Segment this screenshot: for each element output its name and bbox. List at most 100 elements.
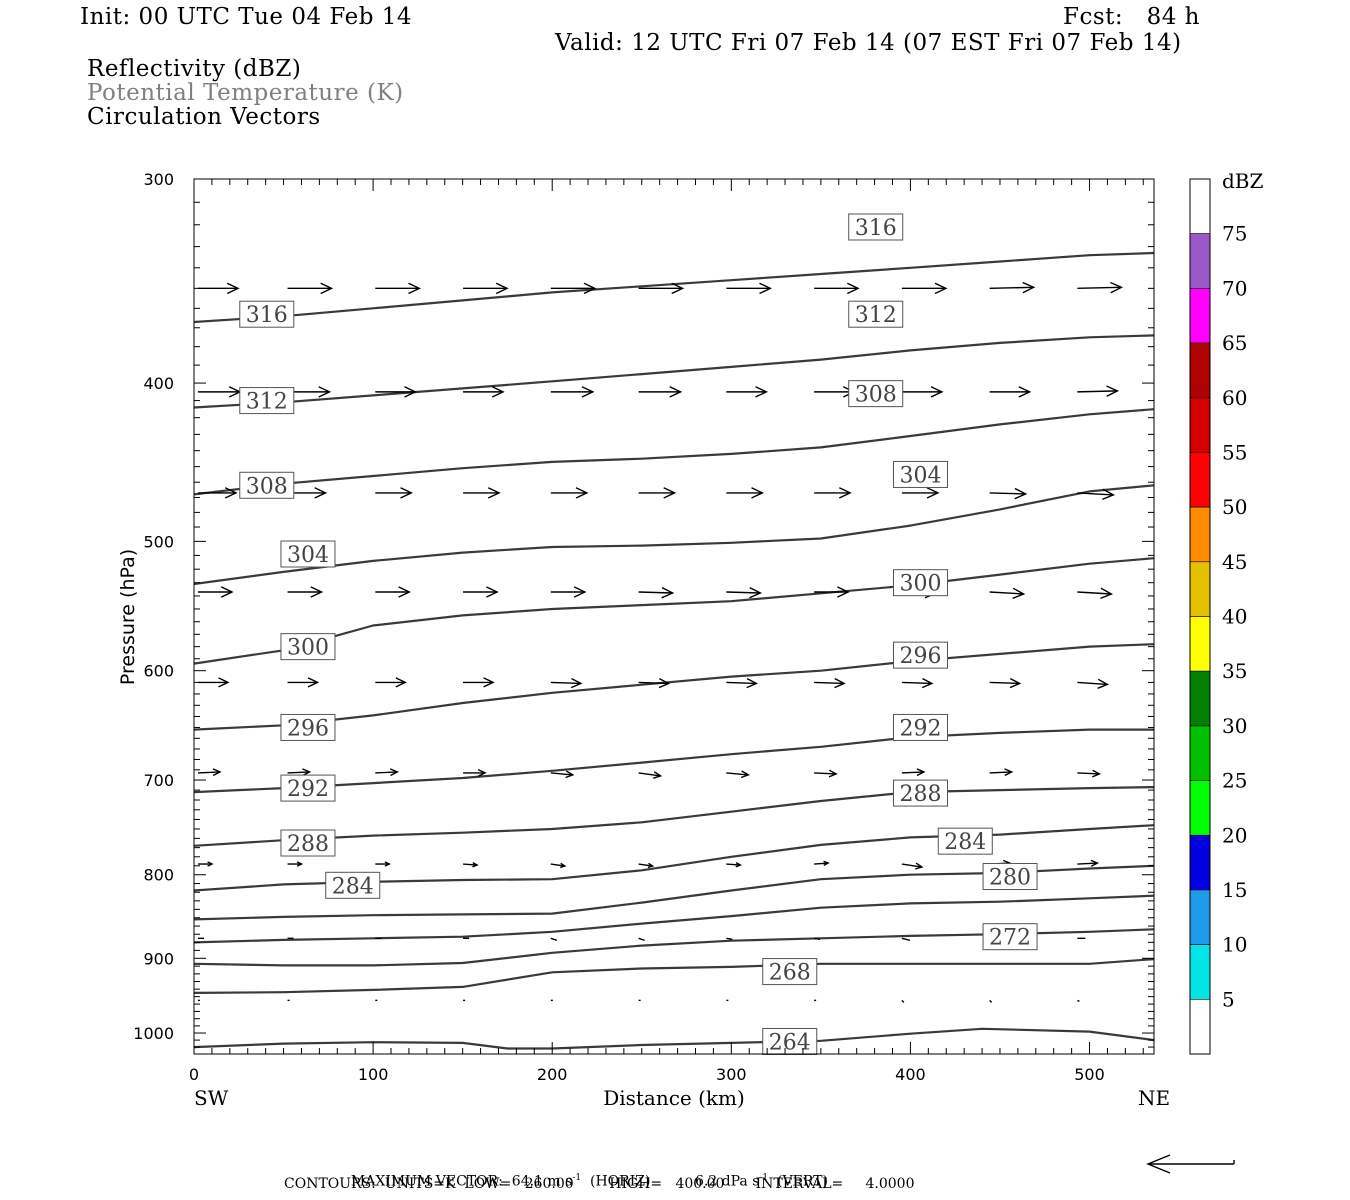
contour-label-text: 264 xyxy=(769,1030,811,1055)
contour-label: 312 xyxy=(239,387,295,415)
y-tick-label: 400 xyxy=(143,374,174,393)
contour-label-text: 300 xyxy=(287,636,329,661)
colorbar-swatch xyxy=(1189,670,1211,727)
vector-arrow xyxy=(287,586,324,598)
contour-label: 284 xyxy=(325,871,381,899)
vector-arrow xyxy=(375,586,411,598)
vector-arrow xyxy=(463,677,495,688)
x-tick-label: 400 xyxy=(895,1065,926,1084)
vector-arrow xyxy=(375,487,413,499)
contour-label-text: 308 xyxy=(246,474,288,499)
field-potential-temperature: Potential Temperature (K) xyxy=(87,80,404,106)
colorbar-swatch xyxy=(1189,834,1211,891)
colorbar-swatch xyxy=(1189,780,1211,836)
colorbar: 5 10 15 20 25 30 35 40 45 50 55 60 65 70 75 xyxy=(1189,178,1247,1055)
x-left-label-sw: SW xyxy=(194,1086,229,1110)
contour-label-box xyxy=(762,1027,818,1055)
contours-info: CONTOURS: UNITS=K LOW= 260.00 HIGH= 400.… xyxy=(284,1176,915,1192)
vector-arrow xyxy=(989,487,1028,500)
colorbar-swatch xyxy=(1189,178,1211,234)
colorbar-label: 20 xyxy=(1222,823,1247,847)
max-vector-horiz-tag: (HORIZ) xyxy=(581,1173,651,1190)
x-tick-label: 100 xyxy=(358,1065,389,1084)
vector-arrow xyxy=(814,282,860,295)
contour-label-text: 268 xyxy=(769,961,811,986)
contour-theta-268 xyxy=(194,958,1154,994)
colorbar-label: 30 xyxy=(1222,714,1247,738)
colorbar-swatch xyxy=(1189,944,1211,1000)
colorbar-swatch xyxy=(1189,233,1211,289)
vector-arrow xyxy=(638,487,677,499)
contour-label-text: 304 xyxy=(287,543,329,568)
contour-label: 284 xyxy=(937,827,993,855)
vector-arrow xyxy=(1077,769,1102,778)
vector-arrow xyxy=(287,861,304,867)
colorbar-label: 70 xyxy=(1222,276,1247,300)
vector-arrow xyxy=(726,282,772,295)
contour-label-box xyxy=(893,569,949,597)
vector-arrow xyxy=(463,586,499,598)
vector-arrow xyxy=(287,677,320,688)
contour-label-text: 296 xyxy=(287,716,329,741)
vector-arrow xyxy=(287,768,312,777)
contour-label-box xyxy=(982,863,1038,891)
x-tick-label: 300 xyxy=(716,1065,747,1084)
contour-label-text: 292 xyxy=(900,716,942,741)
contour-labels: 316 316 312 312 308 308 304 304 300 300 296 296 292 2… xyxy=(239,213,1038,1055)
colorbar-label: 25 xyxy=(1222,769,1247,793)
colorbar-swatch xyxy=(1189,561,1211,617)
contour-label-text: 284 xyxy=(944,830,986,855)
vector-arrow xyxy=(1077,678,1110,689)
colorbar-label: 75 xyxy=(1222,222,1247,246)
contour-label: 268 xyxy=(762,958,818,986)
x-right-label-ne: NE xyxy=(1138,1086,1170,1110)
vector-arrow xyxy=(989,768,1014,777)
contour-label-box xyxy=(325,871,381,899)
init-time: Init: 00 UTC Tue 04 Feb 14 xyxy=(80,4,413,30)
vector-arrow xyxy=(901,937,911,941)
vector-arrow xyxy=(638,771,663,779)
contour-label-text: 296 xyxy=(900,644,942,669)
colorbar-swatch xyxy=(1189,397,1211,453)
contour-label-box xyxy=(280,829,336,857)
contour-theta-308 xyxy=(194,408,1154,496)
vector-arrow xyxy=(726,487,765,499)
contour-label-box xyxy=(848,300,904,328)
vector-arrow xyxy=(1077,999,1080,1002)
colorbar-label: 65 xyxy=(1222,331,1247,355)
contour-label: 300 xyxy=(893,569,949,597)
colorbar-label: 35 xyxy=(1222,659,1247,683)
vector-arrow xyxy=(989,386,1032,398)
contour-theta-292 xyxy=(194,728,1154,794)
vector-arrow xyxy=(1077,281,1124,294)
contour-label: 296 xyxy=(280,713,336,741)
contour-label: 272 xyxy=(982,923,1038,951)
vector-arrow xyxy=(814,386,856,398)
vector-arrow xyxy=(901,487,940,499)
contour-label-box xyxy=(280,633,336,661)
vector-arrow xyxy=(463,282,509,295)
contour-label-text: 316 xyxy=(855,216,897,241)
vector-arrow xyxy=(375,677,407,688)
colorbar-label: 45 xyxy=(1222,550,1247,574)
contour-theta-304 xyxy=(194,484,1154,586)
contour-label-box xyxy=(762,958,818,986)
contour-label-text: 304 xyxy=(900,463,942,488)
vector-arrow xyxy=(375,861,391,867)
vector-arrow xyxy=(638,677,671,689)
vector-arrow xyxy=(198,386,242,398)
y-tick-label: 700 xyxy=(143,771,174,790)
contour-label: 304 xyxy=(280,540,336,568)
vector-arrow xyxy=(726,861,742,868)
plot-frame xyxy=(193,178,1155,1055)
vector-arrow xyxy=(814,860,830,867)
vector-arrow xyxy=(814,937,821,941)
vector-arrow xyxy=(726,386,768,398)
vector-arrow xyxy=(375,768,399,777)
vector-arrow xyxy=(989,999,993,1003)
contour-label-box xyxy=(893,779,949,807)
field-circulation-vectors: Circulation Vectors xyxy=(87,104,321,130)
vector-arrow xyxy=(814,677,846,689)
contour-label: 296 xyxy=(893,641,949,669)
contour-label-box xyxy=(893,460,949,488)
